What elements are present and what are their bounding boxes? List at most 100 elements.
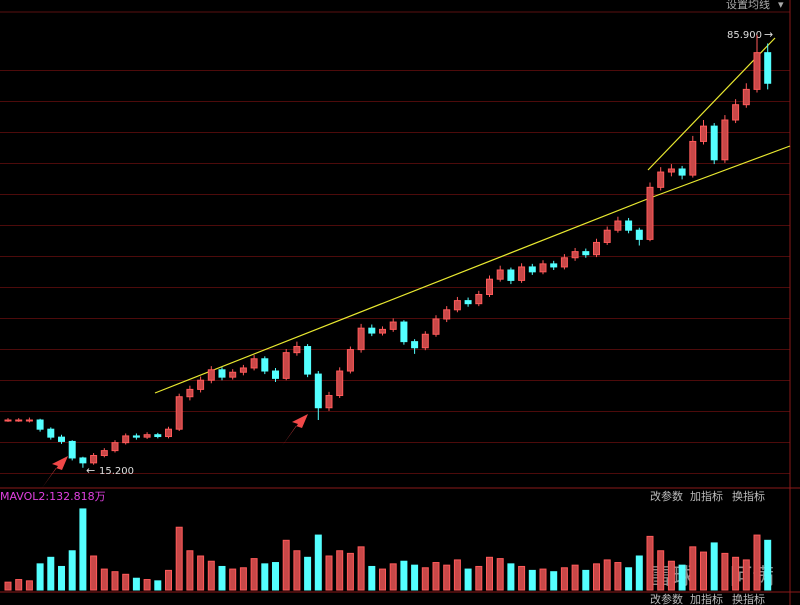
menu[interactable]: 设置均线 — [726, 0, 770, 11]
volume-bar — [764, 539, 772, 591]
candle-body — [250, 358, 258, 369]
candle-body — [25, 419, 33, 422]
candle-body — [571, 251, 579, 259]
volume-bar — [100, 568, 108, 591]
candle-body — [518, 266, 526, 281]
trend-line — [154, 197, 651, 394]
volume-bar — [689, 546, 697, 591]
volume-bar — [25, 580, 33, 591]
button[interactable]: 改参数 — [650, 489, 683, 503]
volume-bar — [678, 564, 686, 591]
volume-bar — [700, 551, 707, 591]
volume-bar — [143, 579, 151, 591]
candle-body — [218, 369, 226, 378]
button[interactable]: 换指标 — [732, 592, 765, 605]
candle-body — [4, 419, 12, 422]
volume-bar — [550, 571, 558, 591]
candle-body — [710, 125, 718, 161]
volume-bar — [47, 556, 55, 591]
grid-background — [0, 40, 790, 490]
menu-arrow: ▾ — [778, 0, 784, 11]
volume-bar — [453, 559, 461, 591]
volume-bar — [411, 564, 419, 591]
candle-body — [346, 349, 354, 372]
volume-bar — [753, 534, 761, 591]
candle-body — [229, 371, 237, 378]
candle-body — [175, 396, 183, 430]
volume-bar — [239, 567, 247, 591]
volume-bar — [175, 526, 183, 591]
candle-body — [15, 419, 23, 422]
candle-body — [100, 450, 108, 457]
volume-bar — [475, 565, 483, 591]
volume-bar — [261, 563, 269, 591]
volume-bar — [518, 565, 526, 591]
button[interactable]: 换指标 — [732, 489, 765, 503]
volume-bar — [614, 562, 622, 591]
volume-bar — [732, 556, 740, 591]
candle-body — [239, 367, 247, 373]
volume-bar — [443, 564, 451, 591]
volume-bar — [635, 555, 643, 591]
candle-body — [58, 436, 65, 442]
volume-bar — [132, 577, 140, 591]
candle-body — [379, 328, 386, 334]
candle-body — [539, 263, 547, 273]
volume-bar — [379, 568, 386, 591]
candle-body — [657, 171, 665, 188]
candle-body — [111, 442, 119, 452]
button[interactable]: 加指标 — [690, 592, 723, 605]
volume-bar — [603, 559, 611, 591]
candle-body — [732, 104, 740, 121]
candle-body — [293, 346, 301, 354]
candle-body — [132, 435, 140, 438]
volume-bar — [625, 567, 633, 591]
candle-body — [304, 346, 312, 375]
candle-body — [186, 388, 194, 398]
arrow — [42, 456, 68, 488]
volume-bar — [229, 568, 237, 591]
candle-body — [36, 419, 44, 430]
candle-body — [646, 186, 654, 240]
candle-body — [582, 251, 590, 256]
candle-body — [79, 457, 87, 464]
candle-body — [603, 229, 611, 243]
button[interactable]: 改参数 — [650, 592, 683, 605]
volume-bar — [293, 550, 301, 591]
volume-bar — [721, 552, 729, 591]
volume-bar — [165, 569, 172, 591]
candle-body — [475, 293, 483, 305]
volume-bar — [400, 560, 408, 591]
candle-body — [432, 318, 440, 335]
candle-body — [689, 140, 697, 176]
candle-body — [207, 369, 215, 381]
volume-bar — [432, 562, 440, 591]
volume-bar — [582, 569, 590, 591]
volume-bar — [346, 552, 354, 591]
high-label: 85.900 — [727, 30, 762, 41]
candle-body — [368, 327, 376, 334]
volume-bar — [336, 550, 344, 591]
candle-body — [68, 440, 76, 459]
volume-bar — [111, 571, 119, 591]
candle-body — [400, 321, 408, 343]
volume-bar — [122, 573, 130, 591]
candle-body — [678, 168, 686, 176]
volume-bar — [507, 563, 515, 591]
candle-body — [314, 373, 322, 409]
volume-bar — [571, 564, 579, 591]
volume-bar — [325, 555, 333, 591]
candle-body — [357, 327, 365, 351]
candle-body — [336, 370, 344, 397]
button[interactable]: 加指标 — [690, 489, 723, 503]
volume-bar — [496, 558, 504, 591]
volume-bar — [154, 580, 162, 591]
candle-body — [453, 300, 461, 311]
candle-body — [411, 341, 419, 349]
volume-bar — [207, 560, 215, 591]
volume-bar — [15, 579, 23, 591]
arrow — [282, 414, 308, 446]
candle-body — [614, 220, 622, 231]
candle-body — [143, 434, 151, 438]
volume-bar — [464, 568, 472, 591]
